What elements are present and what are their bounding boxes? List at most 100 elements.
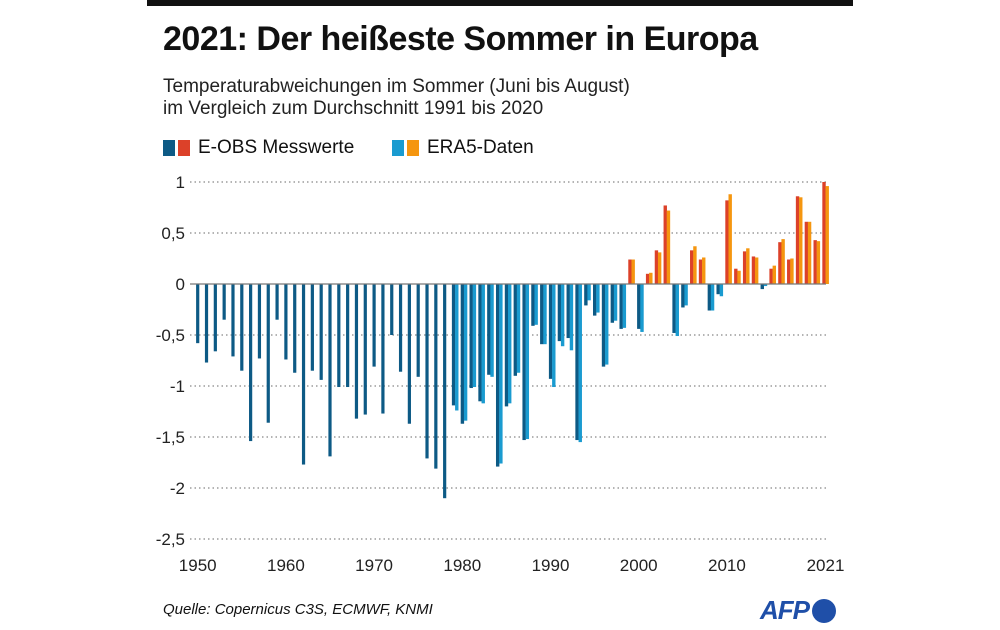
bar-eobs	[390, 284, 394, 335]
x-tick-label: 1990	[532, 556, 570, 575]
bar-eobs	[504, 284, 509, 407]
bar-era5	[649, 272, 653, 284]
bar-eobs	[734, 268, 738, 284]
legend-swatch-eobs-negative	[163, 140, 175, 156]
bar-eobs	[778, 242, 782, 284]
bar-eobs	[751, 256, 756, 284]
bar-era5	[754, 257, 759, 284]
bar-eobs	[434, 284, 438, 469]
bar-eobs	[557, 284, 562, 342]
bar-era5	[552, 284, 556, 388]
legend-swatch-eobs-positive	[178, 140, 190, 156]
bar-era5	[455, 284, 459, 411]
y-tick-label: -1,5	[156, 428, 185, 447]
bar-eobs	[487, 284, 491, 375]
bar-era5	[728, 194, 732, 284]
bar-era5	[807, 221, 812, 284]
bar-era5	[640, 284, 644, 332]
bar-eobs	[804, 221, 809, 284]
bar-eobs	[337, 284, 341, 388]
bar-eobs	[645, 273, 650, 284]
bar-eobs	[425, 284, 429, 459]
bar-eobs	[204, 284, 209, 363]
bar-era5	[666, 210, 671, 284]
x-tick-label: 2000	[620, 556, 658, 575]
bar-eobs	[310, 284, 314, 371]
subtitle-line-2: im Vergleich zum Durchschnitt 1991 bis 2…	[163, 98, 544, 119]
bar-era5	[481, 284, 485, 404]
bar-eobs	[575, 284, 579, 441]
bar-eobs	[293, 284, 297, 373]
bar-eobs	[284, 284, 288, 360]
legend-label-eobs: E-OBS Messwerte	[198, 137, 355, 158]
bar-eobs	[637, 284, 641, 329]
bar-era5	[569, 284, 574, 351]
bar-eobs	[769, 268, 773, 284]
x-tick-label: 2021	[807, 556, 845, 575]
bar-eobs	[495, 284, 500, 467]
bar-era5	[825, 186, 829, 284]
bar-eobs	[698, 259, 703, 284]
bar-era5	[799, 197, 803, 284]
bar-eobs	[416, 284, 420, 377]
bar-era5	[772, 265, 776, 284]
bar-era5	[596, 284, 600, 313]
y-tick-label: 0	[176, 275, 185, 294]
y-tick-label: 0,5	[161, 224, 185, 243]
bar-era5	[605, 284, 609, 365]
bar-eobs	[690, 250, 694, 284]
source-note: Quelle: Copernicus C3S, ECMWF, KNMI	[163, 601, 433, 618]
bar-era5	[657, 252, 662, 284]
legend-item-era5: ERA5-Daten	[392, 137, 534, 159]
bar-eobs	[601, 284, 606, 367]
bar-eobs	[354, 284, 359, 419]
bar-eobs	[231, 284, 235, 357]
bar-eobs	[584, 284, 588, 306]
bar-eobs	[257, 284, 262, 359]
bar-era5	[490, 284, 494, 377]
bar-era5	[543, 284, 547, 345]
bar-era5	[746, 248, 750, 284]
bar-eobs	[548, 284, 553, 379]
bar-eobs	[478, 284, 482, 402]
bar-eobs	[787, 259, 791, 284]
bar-eobs	[513, 284, 518, 376]
bar-era5	[560, 284, 565, 347]
x-tick-label: 1970	[355, 556, 393, 575]
x-tick-label: 1950	[179, 556, 217, 575]
bar-eobs	[222, 284, 226, 320]
bar-eobs	[813, 240, 817, 284]
bar-era5	[613, 284, 618, 321]
y-tick-label: 1	[176, 173, 185, 192]
afp-logo: AFP	[760, 595, 836, 626]
bar-era5	[631, 259, 635, 284]
bar-era5	[525, 284, 530, 440]
bar-eobs	[716, 284, 720, 295]
bar-eobs	[742, 251, 747, 284]
bar-era5	[737, 270, 741, 284]
bar-eobs	[328, 284, 332, 457]
y-tick-label: -2,5	[156, 530, 185, 549]
bar-era5	[499, 284, 503, 464]
bar-eobs	[398, 284, 403, 372]
subtitle-line-1: Temperaturabweichungen im Sommer (Juni b…	[163, 76, 630, 97]
legend-item-eobs: E-OBS Messwerte	[163, 137, 354, 159]
bar-era5	[816, 241, 821, 284]
bar-eobs	[654, 250, 659, 284]
afp-logo-text: AFP	[760, 595, 810, 625]
bar-era5	[587, 284, 591, 301]
bar-eobs	[249, 284, 253, 442]
bar-era5	[702, 257, 706, 284]
bar-eobs	[672, 284, 676, 333]
bar-eobs	[725, 200, 729, 284]
bar-eobs	[451, 284, 456, 406]
bar-eobs	[566, 284, 570, 339]
bar-eobs	[540, 284, 544, 345]
top-rule	[147, 0, 853, 6]
legend-swatch-era5-negative	[392, 140, 404, 156]
bar-era5	[710, 284, 715, 311]
bar-eobs	[240, 284, 244, 371]
bar-era5	[463, 284, 468, 421]
